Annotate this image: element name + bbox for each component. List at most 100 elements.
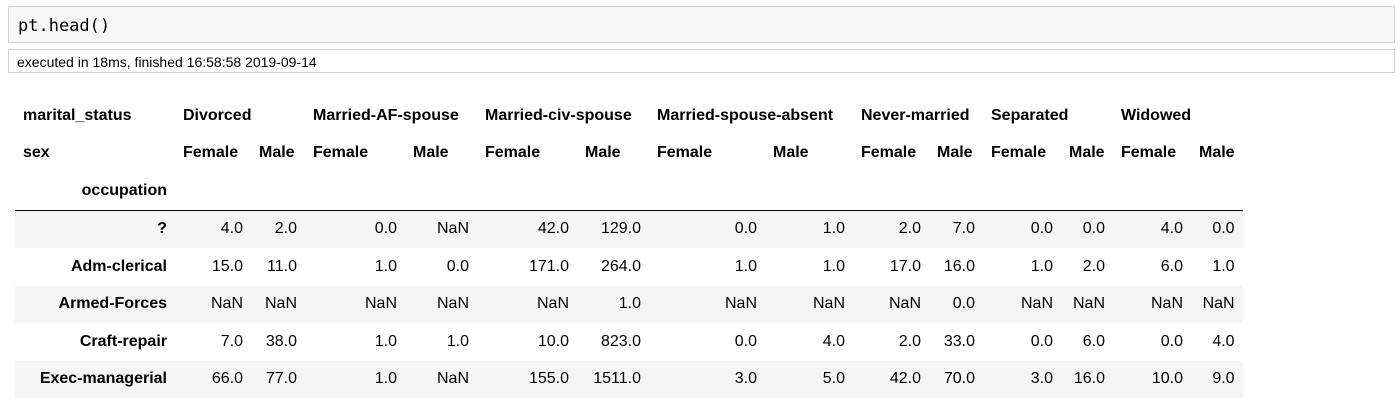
table-cell: 4.0 xyxy=(822,332,845,350)
table-row: ? 4.0 2.0 0.0 NaN 42.0 129.0 0.0 1.0 2.0 7.0 0.0 0.0… xyxy=(15,210,1243,248)
table-cell: 5.0 xyxy=(822,370,845,388)
table-cell: 2.0 xyxy=(898,332,921,350)
column-sex-header: Female xyxy=(485,144,541,162)
table-cell: 264.0 xyxy=(600,257,641,275)
table-cell: 16.0 xyxy=(943,257,975,275)
empty-header-cell xyxy=(765,172,853,211)
table-cell: 1.0 xyxy=(822,220,845,238)
table-cell: 2.0 xyxy=(1082,257,1105,275)
table-cell: 0.0 xyxy=(1030,332,1053,350)
column-sex-header: Male xyxy=(1069,144,1105,162)
table-cell: 42.0 xyxy=(537,220,569,238)
empty-header-cell xyxy=(175,172,251,211)
dataframe-output-table: marital_status Divorced Married-AF-spouse… xyxy=(15,97,1243,398)
table-cell: 1.0 xyxy=(734,257,757,275)
column-group-header: Divorced xyxy=(183,106,252,124)
table-row: Armed-Forces NaN NaN NaN NaN NaN 1.0 NaN NaN NaN 0… xyxy=(15,285,1243,323)
code-input-cell[interactable]: pt.head() xyxy=(8,6,1395,43)
table-cell: 6.0 xyxy=(1082,332,1105,350)
table-cell: 0.0 xyxy=(734,220,757,238)
index-axis-name: occupation xyxy=(15,172,175,211)
empty-header-cell xyxy=(1061,172,1113,211)
level1-axis-name: sex xyxy=(23,144,50,162)
column-sex-header: Male xyxy=(585,144,621,162)
table-cell: NaN xyxy=(1202,295,1235,313)
table-cell: 16.0 xyxy=(1073,370,1105,388)
table-cell: NaN xyxy=(536,295,569,313)
row-index-label: Exec-managerial xyxy=(39,370,167,388)
table-cell: 1.0 xyxy=(618,295,641,313)
table-cell: NaN xyxy=(1150,295,1183,313)
execution-info-bar: executed in 18ms, finished 16:58:58 2019… xyxy=(8,49,1395,73)
row-index-label: Armed-Forces xyxy=(58,295,167,313)
table-cell: 1.0 xyxy=(1030,257,1053,275)
table-cell: NaN xyxy=(436,295,469,313)
table-cell: 15.0 xyxy=(211,257,243,275)
table-cell: NaN xyxy=(1072,295,1105,313)
column-sex-header: Female xyxy=(313,144,369,162)
column-group-header: Widowed xyxy=(1121,106,1192,124)
table-cell: NaN xyxy=(724,295,757,313)
column-group-header: Married-AF-spouse xyxy=(313,106,459,124)
table-cell: NaN xyxy=(812,295,845,313)
empty-header-cell xyxy=(477,172,577,211)
table-cell: 4.0 xyxy=(1160,220,1183,238)
table-cell: 10.0 xyxy=(537,332,569,350)
table-cell: 77.0 xyxy=(265,370,297,388)
table-cell: 17.0 xyxy=(889,257,921,275)
table-cell: 9.0 xyxy=(1212,370,1235,388)
table-cell: 129.0 xyxy=(600,220,641,238)
header-row-marital-status: marital_status Divorced Married-AF-spouse… xyxy=(15,97,1243,135)
column-sex-header: Male xyxy=(259,144,295,162)
table-cell: 42.0 xyxy=(889,370,921,388)
table-cell: 1.0 xyxy=(446,332,469,350)
table-cell: 823.0 xyxy=(600,332,641,350)
column-group-header: Separated xyxy=(991,106,1069,124)
table-cell: 155.0 xyxy=(528,370,569,388)
table-cell: 3.0 xyxy=(734,370,757,388)
table-cell: 7.0 xyxy=(220,332,243,350)
table-cell: 0.0 xyxy=(734,332,757,350)
code-text[interactable]: pt.head() xyxy=(18,16,111,36)
table-cell: 0.0 xyxy=(446,257,469,275)
table-cell: 7.0 xyxy=(952,220,975,238)
table-cell: 4.0 xyxy=(220,220,243,238)
table-cell: 2.0 xyxy=(898,220,921,238)
table-cell: 2.0 xyxy=(274,220,297,238)
column-group-header: Married-civ-spouse xyxy=(485,106,632,124)
table-cell: NaN xyxy=(364,295,397,313)
empty-header-cell xyxy=(405,172,477,211)
table-row: Exec-managerial 66.0 77.0 1.0 NaN 155.0 1511.0… xyxy=(15,360,1243,398)
empty-header-cell xyxy=(1191,172,1243,211)
table-cell: 0.0 xyxy=(1030,220,1053,238)
table-cell: 4.0 xyxy=(1212,332,1235,350)
column-sex-header: Female xyxy=(657,144,713,162)
table-cell: 1.0 xyxy=(374,332,397,350)
empty-header-cell xyxy=(649,172,765,211)
column-sex-header: Female xyxy=(1121,144,1177,162)
empty-header-cell xyxy=(577,172,649,211)
table-cell: 10.0 xyxy=(1151,370,1183,388)
empty-header-cell xyxy=(853,172,929,211)
table-cell: 3.0 xyxy=(1030,370,1053,388)
column-sex-header: Male xyxy=(773,144,809,162)
table-row: Craft-repair 7.0 38.0 1.0 1.0 10.0 823.0 0.0 4.0… xyxy=(15,323,1243,361)
table-cell: NaN xyxy=(888,295,921,313)
column-group-header: Married-spouse-absent xyxy=(657,106,834,124)
table-cell: 11.0 xyxy=(267,257,297,275)
table-cell: 38.0 xyxy=(265,332,297,350)
table-cell: 1511.0 xyxy=(593,370,641,388)
table-cell: 0.0 xyxy=(952,295,975,313)
column-group-header: Never-married xyxy=(861,106,970,124)
level0-axis-name: marital_status xyxy=(23,106,132,124)
table-cell: 0.0 xyxy=(374,220,397,238)
column-sex-header: Male xyxy=(937,144,973,162)
empty-header-cell xyxy=(983,172,1061,211)
table-cell: 1.0 xyxy=(374,257,397,275)
execution-info-text: executed in 18ms, finished 16:58:58 2019… xyxy=(17,54,317,70)
header-row-sex: sex Female Male Female Male Female Male Female… xyxy=(15,135,1243,173)
table-row: Adm-clerical 15.0 11.0 1.0 0.0 171.0 264.0 1.0 1… xyxy=(15,248,1243,286)
row-index-label: Adm-clerical xyxy=(70,257,167,275)
column-sex-header: Female xyxy=(861,144,917,162)
column-sex-header: Male xyxy=(413,144,449,162)
